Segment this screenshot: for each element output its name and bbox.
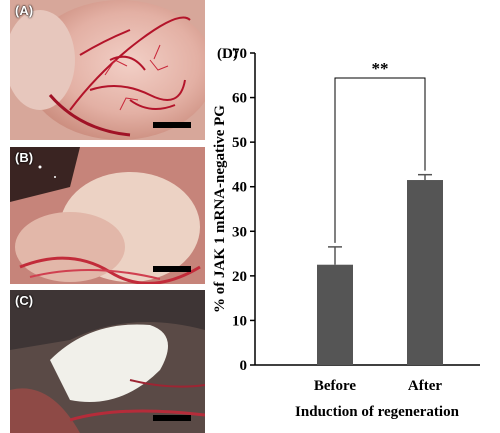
x-tick-label-before: Before <box>314 378 357 394</box>
scale-bar-c <box>153 415 191 421</box>
x-axis-label: Induction of regeneration <box>295 404 460 420</box>
x-tick-label-after: After <box>408 378 442 394</box>
significance-marker: ** <box>372 59 389 78</box>
significance-bracket <box>334 77 426 243</box>
y-tick-label: 50 <box>232 135 247 151</box>
scale-bar-b <box>153 266 191 272</box>
panel-label-a: (A) <box>15 3 34 18</box>
y-tick-label: 70 <box>232 46 247 62</box>
panel-label-d: (D) <box>217 46 238 62</box>
y-tick-label: 20 <box>232 269 247 285</box>
bar-chart: (D) % of JAK 1 mRNA-negative PG Inductio… <box>212 46 480 420</box>
y-tick-label: 40 <box>232 180 247 196</box>
y-axis-label: % of JAK 1 mRNA-negative PG <box>212 105 228 313</box>
photo-panel-b: (B) <box>10 147 205 284</box>
bar-before <box>317 264 353 365</box>
y-tick-label: 0 <box>240 358 248 374</box>
scale-bar-a <box>153 122 191 128</box>
panel-label-c: (C) <box>15 293 34 308</box>
y-tick-label: 60 <box>232 91 247 107</box>
y-tick-label: 10 <box>232 313 247 329</box>
photo-panel-c: (C) <box>10 290 205 433</box>
photo-panel-a: (A) <box>10 0 205 140</box>
panel-label-b: (B) <box>15 150 34 165</box>
y-tick-label: 30 <box>232 224 247 240</box>
bar-after <box>407 180 443 365</box>
